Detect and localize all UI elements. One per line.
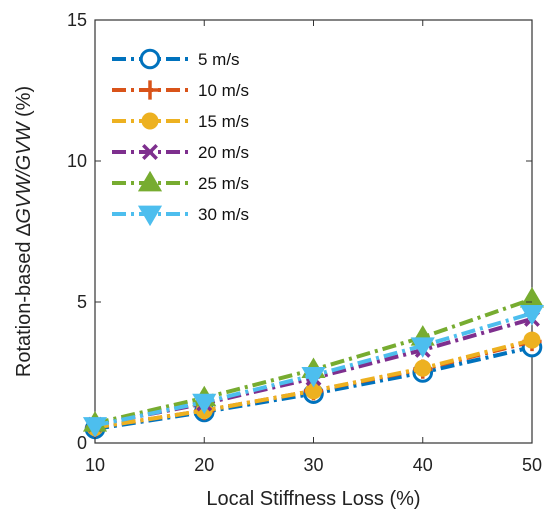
series-group (82, 286, 545, 440)
legend-label: 25 m/s (198, 174, 249, 193)
data-point (414, 359, 432, 377)
data-point (82, 417, 108, 438)
y-axis-label: Rotation-based ∆GVW/GVW (%) (13, 86, 35, 377)
legend-swatch-marker (139, 48, 161, 70)
legend-entry: 5 m/s (112, 48, 240, 70)
legend-entry: 15 m/s (112, 112, 249, 131)
y-axis-label-slash: / (13, 168, 35, 178)
legend-swatch-marker (137, 205, 163, 227)
y-axis-label-delta: ∆ (13, 223, 35, 236)
y-axis-label-unit: (%) (13, 86, 35, 123)
x-tick-label: 30 (303, 455, 323, 475)
series (82, 304, 545, 438)
legend: 5 m/s 10 m/s 15 m/s 20 m/s 25 m/s 30 m/s (112, 48, 249, 227)
data-point (301, 366, 326, 388)
data-point (519, 304, 545, 326)
x-tick-label: 20 (194, 455, 214, 475)
x-tick-label: 10 (85, 455, 105, 475)
y-tick-label: 15 (67, 10, 87, 30)
legend-label: 20 m/s (198, 143, 249, 162)
data-point (410, 337, 435, 358)
legend-label: 30 m/s (198, 205, 249, 224)
y-tick-label: 0 (77, 433, 87, 453)
data-point (519, 286, 545, 308)
legend-swatch-marker (140, 80, 160, 100)
legend-swatch-marker (142, 144, 158, 160)
y-tick-label: 5 (77, 292, 87, 312)
legend-entry: 25 m/s (112, 170, 249, 193)
legend-swatch-marker (137, 170, 163, 192)
legend-entry: 30 m/s (112, 205, 249, 227)
legend-entry: 10 m/s (112, 80, 249, 100)
x-tick-label: 40 (413, 455, 433, 475)
data-point (192, 393, 217, 415)
x-axis-label: Local Stiffness Loss (%) (206, 488, 420, 510)
data-point (523, 331, 541, 349)
y-tick-label: 10 (67, 151, 87, 171)
y-axis-label-denominator: GVW (13, 120, 35, 170)
y-axis-label-numerator: GVW (13, 174, 35, 224)
legend-entry: 20 m/s (112, 143, 249, 162)
y-axis-label-prefix: Rotation-based (13, 236, 35, 377)
x-tick-label: 50 (522, 455, 542, 475)
legend-label: 15 m/s (198, 112, 249, 131)
tick-group: 10 20 30 40 50 0 5 10 15 (67, 10, 542, 475)
legend-swatch-marker (141, 112, 159, 130)
legend-label: 5 m/s (198, 50, 240, 69)
legend-label: 10 m/s (198, 81, 249, 100)
